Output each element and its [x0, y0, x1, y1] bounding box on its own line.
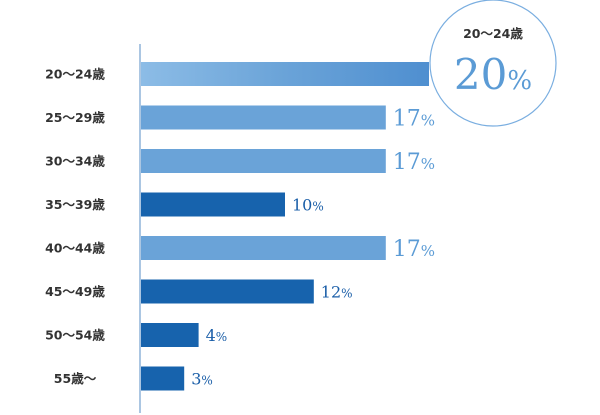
value-label-number: 10	[292, 196, 312, 215]
bar	[141, 105, 386, 130]
bar	[141, 192, 285, 217]
value-label-unit: %	[216, 330, 227, 344]
value-label-number: 4	[206, 326, 216, 345]
bar	[141, 62, 429, 86]
value-label: 10%	[292, 196, 324, 215]
value-label: 3%	[191, 370, 213, 389]
category-label: 45〜49歳	[45, 284, 105, 299]
value-label: 17%	[393, 237, 435, 262]
callout-circle: 20〜24歳 20%	[429, 0, 557, 127]
value-label-number: 17	[393, 237, 421, 262]
value-label-number: 12	[321, 283, 341, 302]
value-label-number: 17	[393, 150, 421, 175]
value-label-unit: %	[341, 287, 352, 301]
category-label: 30〜34歳	[45, 154, 105, 169]
category-label: 25〜29歳	[45, 110, 105, 125]
value-label-unit: %	[421, 242, 435, 260]
category-label: 50〜54歳	[45, 328, 105, 343]
value-label: 4%	[206, 326, 228, 345]
callout-value-number: 20	[454, 50, 507, 99]
bar	[141, 236, 386, 260]
category-label: 35〜39歳	[45, 197, 105, 212]
value-label-unit: %	[421, 112, 435, 130]
category-label: 20〜24歳	[45, 67, 105, 82]
value-label-number: 17	[393, 107, 421, 132]
bar	[141, 366, 185, 391]
bar	[141, 149, 386, 173]
value-label-unit: %	[312, 200, 323, 214]
value-label-unit: %	[421, 155, 435, 173]
value-label: 12%	[321, 283, 353, 302]
callout-value: 20%	[454, 50, 532, 99]
callout-ring	[429, 0, 557, 127]
value-label: 17%	[393, 150, 435, 175]
value-label-number: 3	[191, 370, 201, 389]
value-label-unit: %	[201, 374, 212, 388]
callout-value-unit: %	[507, 66, 532, 96]
bar	[141, 323, 199, 347]
value-label: 17%	[393, 107, 435, 132]
category-label: 55歳〜	[54, 371, 97, 386]
callout-category: 20〜24歳	[463, 26, 523, 41]
bar	[141, 279, 314, 304]
category-label: 40〜44歳	[45, 241, 105, 256]
